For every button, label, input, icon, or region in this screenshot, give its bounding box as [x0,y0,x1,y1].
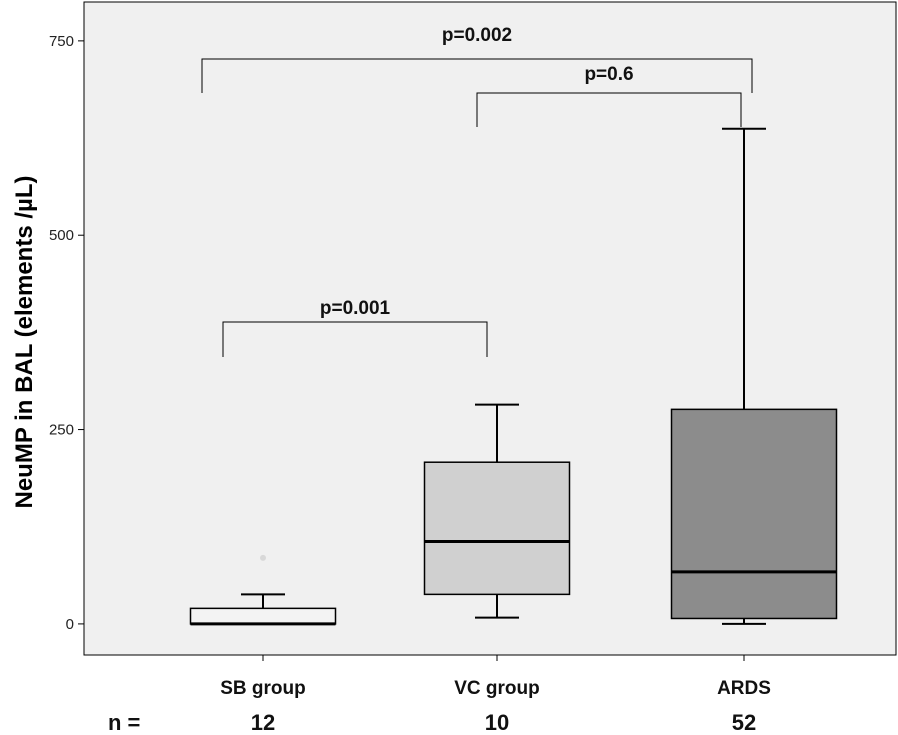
box [423,461,571,596]
comparison-brackets: p=0.001 p=0.6 p=0.002 [201,25,753,357]
x-category-label: SB group [220,678,306,699]
box-group [423,403,571,619]
y-axis: 0 250 500 750 [49,33,84,633]
n-label: n = [108,710,140,735]
boxes [189,127,838,626]
y-tick-label: 0 [66,616,74,633]
x-axis: SB group VC group ARDS [220,655,771,699]
n-value: 12 [251,710,275,735]
box [670,408,838,620]
x-category-label: VC group [454,678,540,699]
y-tick-label: 250 [49,422,74,439]
n-values: 12 10 52 [251,710,756,735]
y-axis-title: NeuMP in BAL (elements /µL) [11,176,38,509]
p-value-label: p=0.002 [442,25,512,46]
y-tick-label: 500 [49,227,74,244]
p-value-label: p=0.001 [320,298,391,319]
x-category-label: ARDS [717,678,771,699]
box [189,607,337,625]
n-value: 10 [485,710,509,735]
outlier-point [260,554,266,561]
p-value-label: p=0.6 [584,64,633,85]
bracket-line [476,92,742,127]
box-group [670,127,838,625]
box-group [189,554,337,626]
comparison-bracket: p=0.001 [222,298,488,357]
n-value: 52 [732,710,756,735]
y-tick-label: 750 [49,33,74,50]
comparison-bracket: p=0.6 [476,64,742,127]
comparison-bracket: p=0.002 [201,25,753,93]
bracket-line [201,58,753,93]
bracket-line [222,321,488,357]
